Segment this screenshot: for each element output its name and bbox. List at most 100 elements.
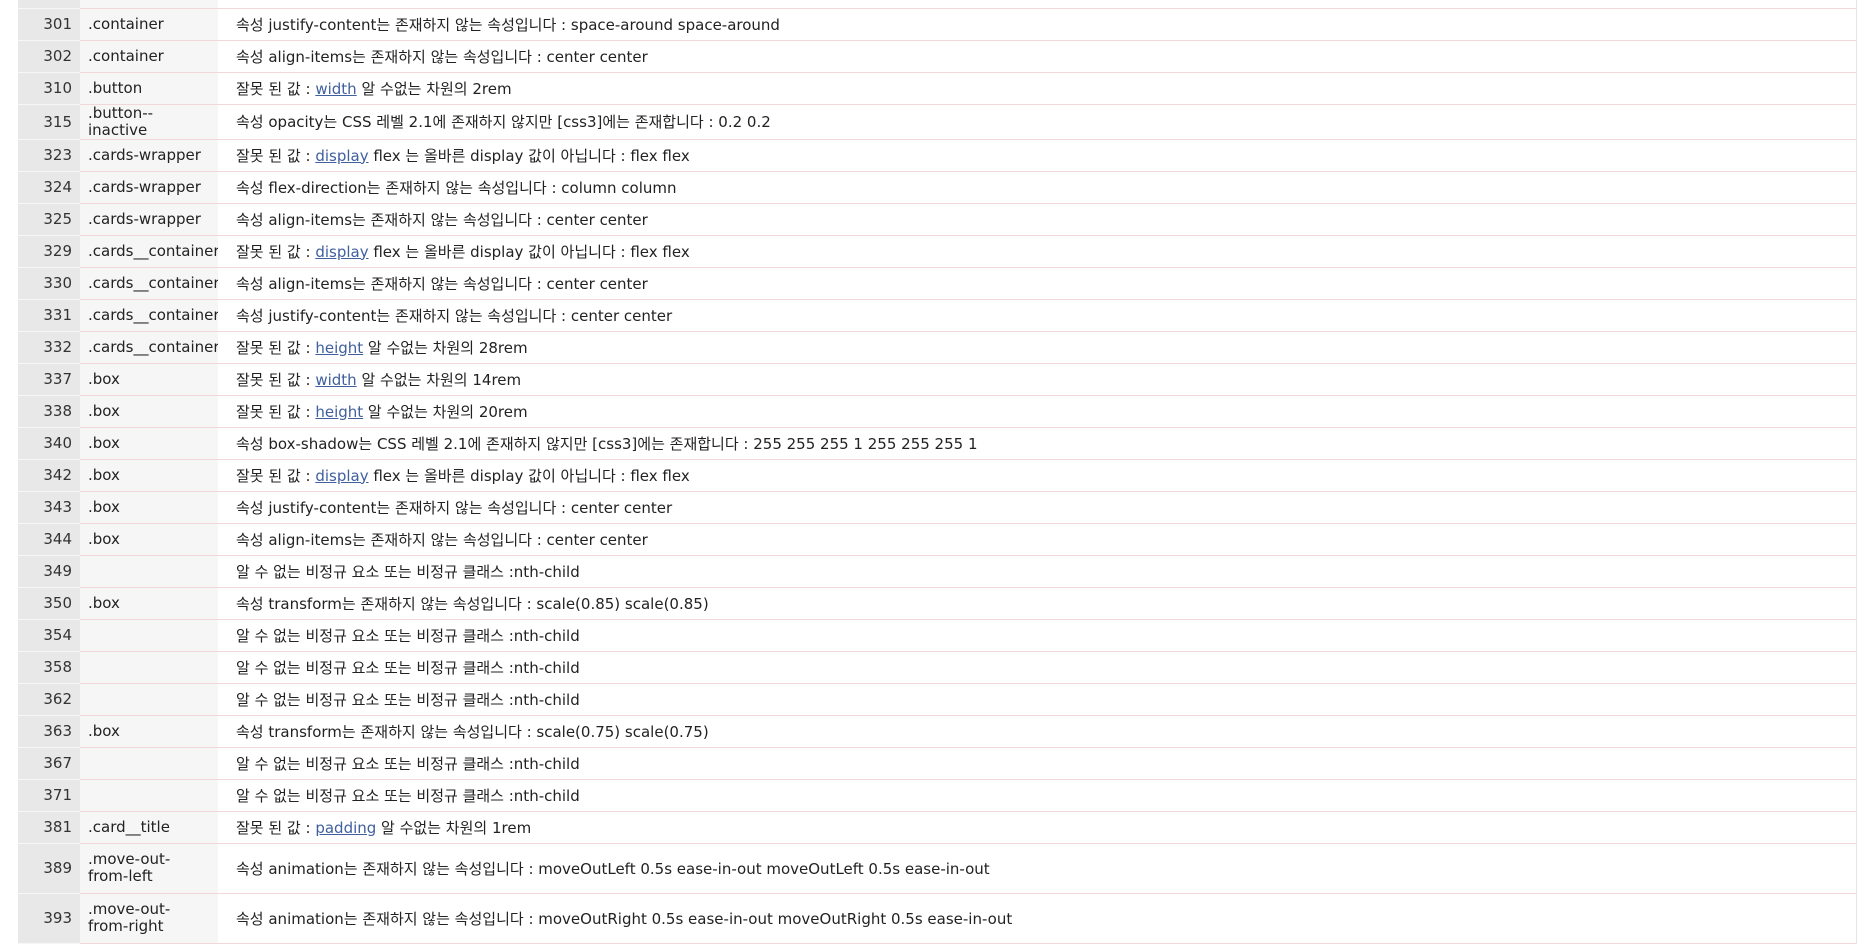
- message-text-suffix: 알 수없는 차원의 2rem: [356, 79, 512, 98]
- message-text: 잘못 된 값 :: [236, 370, 316, 389]
- message-text-suffix: 알 수없는 차원의 28rem: [363, 338, 528, 357]
- table-row: 325 .cards-wrapper 속성 align-items는 존재하지 않는…: [18, 203, 1856, 236]
- error-message: 알 수 없는 비정규 요소 또는 비정규 클래스 :nth-child: [218, 747, 1856, 780]
- error-message: 속성 align-items는 존재하지 않는 속성입니다 : center c…: [218, 203, 1856, 236]
- table-row: 393 .move-out-from-right 속성 animation는 존재하…: [18, 893, 1856, 944]
- context-selector: .cards-wrapper: [80, 203, 218, 236]
- table-row: 301 .container 속성 justify-content는 존재하지 않는…: [18, 8, 1856, 41]
- line-number: 362: [18, 683, 80, 716]
- line-number: 302: [18, 40, 80, 73]
- message-text-suffix: 알 수없는 차원의 20rem: [363, 402, 528, 421]
- table-row: 329 .cards__container 잘못 된 값 : display fle…: [18, 235, 1856, 268]
- property-link[interactable]: display: [315, 146, 369, 165]
- property-link[interactable]: width: [315, 370, 357, 389]
- context-selector: .cards__container: [80, 267, 218, 300]
- error-message: 속성 justify-content는 존재하지 않는 속성입니다 : cent…: [218, 299, 1856, 332]
- context-selector: .button--inactive: [80, 104, 218, 140]
- line-number: 329: [18, 235, 80, 268]
- line-number: 371: [18, 779, 80, 812]
- line-number: 389: [18, 843, 80, 894]
- table-row: 367 알 수 없는 비정규 요소 또는 비정규 클래스 :nth-child: [18, 747, 1856, 780]
- property-link[interactable]: padding: [315, 818, 377, 837]
- table-row: 349 알 수 없는 비정규 요소 또는 비정규 클래스 :nth-child: [18, 555, 1856, 588]
- error-message: 잘못 된 값 : width 알 수없는 차원의 14rem: [218, 363, 1856, 396]
- error-message: 속성 align-items는 존재하지 않는 속성입니다 : center c…: [218, 523, 1856, 556]
- line-number: 301: [18, 8, 80, 41]
- message-text: 잘못 된 값 :: [236, 338, 316, 357]
- message-text: 속성 box-shadow는 CSS 레벨 2.1에 존재하지 않지만 [css…: [236, 434, 978, 453]
- context-selector: [80, 651, 218, 684]
- property-link[interactable]: height: [315, 338, 364, 357]
- line-number: 337: [18, 363, 80, 396]
- line-number: 349: [18, 555, 80, 588]
- table-row: 315 .button--inactive 속성 opacity는 CSS 레벨 2…: [18, 104, 1856, 140]
- error-message: 잘못 된 값 : display flex 는 올바른 display 값이 아…: [218, 459, 1856, 492]
- message-text-suffix: flex 는 올바른 display 값이 아닙니다 : flex flex: [368, 146, 690, 165]
- line-number: 324: [18, 171, 80, 204]
- error-message: 속성 transform는 존재하지 않는 속성입니다 : scale(0.85…: [218, 587, 1856, 620]
- error-message: 잘못 된 값 : height 알 수없는 차원의 28rem: [218, 331, 1856, 364]
- table-row: 354 알 수 없는 비정규 요소 또는 비정규 클래스 :nth-child: [18, 619, 1856, 652]
- error-message: 알 수 없는 비정규 요소 또는 비정규 클래스 :nth-child: [218, 651, 1856, 684]
- message-text: 알 수 없는 비정규 요소 또는 비정규 클래스 :nth-child: [236, 658, 580, 677]
- message-text: 속성 justify-content는 존재하지 않는 속성입니다 : spac…: [236, 15, 780, 34]
- message-text: 알 수 없는 비정규 요소 또는 비정규 클래스 :nth-child: [236, 626, 580, 645]
- error-message: 속성 box-shadow는 CSS 레벨 2.1에 존재하지 않지만 [css…: [218, 427, 1856, 460]
- error-message: 잘못 된 값 : height 알 수없는 차원의 20rem: [218, 395, 1856, 428]
- table-row: 323 .cards-wrapper 잘못 된 값 : display flex 는…: [18, 139, 1856, 172]
- table-row: 340 .box 속성 box-shadow는 CSS 레벨 2.1에 존재하지 않…: [18, 427, 1856, 460]
- context-selector: .container: [80, 40, 218, 73]
- line-number: [18, 0, 80, 9]
- message-text: 알 수 없는 비정규 요소 또는 비정규 클래스 :nth-child: [236, 786, 580, 805]
- table-row: 310 .button 잘못 된 값 : width 알 수없는 차원의 2rem: [18, 72, 1856, 105]
- line-number: 338: [18, 395, 80, 428]
- message-text-suffix: flex 는 올바른 display 값이 아닙니다 : flex flex: [368, 242, 690, 261]
- context-selector: .cards__container: [80, 299, 218, 332]
- message-text: 속성 animation는 존재하지 않는 속성입니다 : moveOutLef…: [236, 859, 990, 878]
- context-selector: .card__title: [80, 811, 218, 844]
- line-number: 342: [18, 459, 80, 492]
- table-row: 338 .box 잘못 된 값 : height 알 수없는 차원의 20rem: [18, 395, 1856, 428]
- message-text: 잘못 된 값 :: [236, 818, 316, 837]
- table-row: 332 .cards__container 잘못 된 값 : height 알 수없…: [18, 331, 1856, 364]
- message-text: 잘못 된 값 :: [236, 146, 316, 165]
- table-row: 344 .box 속성 align-items는 존재하지 않는 속성입니다 : c…: [18, 523, 1856, 556]
- line-number: 331: [18, 299, 80, 332]
- table-row: 324 .cards-wrapper 속성 flex-direction는 존재하지…: [18, 171, 1856, 204]
- table-row: 389 .move-out-from-left 속성 animation는 존재하지…: [18, 843, 1856, 894]
- property-link[interactable]: display: [315, 466, 369, 485]
- message-text: 잘못 된 값 :: [236, 466, 316, 485]
- message-text-suffix: flex 는 올바른 display 값이 아닙니다 : flex flex: [368, 466, 690, 485]
- line-number: 354: [18, 619, 80, 652]
- error-message: 잘못 된 값 : width 알 수없는 차원의 2rem: [218, 72, 1856, 105]
- error-message: 알 수 없는 비정규 요소 또는 비정규 클래스 :nth-child: [218, 555, 1856, 588]
- line-number: 310: [18, 72, 80, 105]
- line-number: 358: [18, 651, 80, 684]
- table-row: 363 .box 속성 transform는 존재하지 않는 속성입니다 : sca…: [18, 715, 1856, 748]
- error-message: 속성 opacity는 CSS 레벨 2.1에 존재하지 않지만 [css3]에…: [218, 104, 1856, 140]
- message-text: 알 수 없는 비정규 요소 또는 비정규 클래스 :nth-child: [236, 754, 580, 773]
- property-link[interactable]: display: [315, 242, 369, 261]
- error-message: 속성 justify-content는 존재하지 않는 속성입니다 : spac…: [218, 8, 1856, 41]
- line-number: 332: [18, 331, 80, 364]
- context-selector: .cards-wrapper: [80, 171, 218, 204]
- property-link[interactable]: width: [315, 79, 357, 98]
- context-selector: .box: [80, 715, 218, 748]
- error-message: 잘못 된 값 : padding 알 수없는 차원의 1rem: [218, 811, 1856, 844]
- property-link[interactable]: height: [315, 402, 364, 421]
- context-selector: .cards__container: [80, 331, 218, 364]
- context-selector: .box: [80, 491, 218, 524]
- message-text: 속성 align-items는 존재하지 않는 속성입니다 : center c…: [236, 274, 648, 293]
- line-number: 393: [18, 893, 80, 944]
- message-text: 잘못 된 값 :: [236, 79, 316, 98]
- table-row: 371 알 수 없는 비정규 요소 또는 비정규 클래스 :nth-child: [18, 779, 1856, 812]
- message-text: 잘못 된 값 :: [236, 242, 316, 261]
- table-row: 381 .card__title 잘못 된 값 : padding 알 수없는 차원…: [18, 811, 1856, 844]
- line-number: 367: [18, 747, 80, 780]
- line-number: 325: [18, 203, 80, 236]
- context-selector: [80, 779, 218, 812]
- table-row: [18, 0, 1856, 9]
- error-message: 속성 animation는 존재하지 않는 속성입니다 : moveOutRig…: [218, 893, 1856, 944]
- table-row: 343 .box 속성 justify-content는 존재하지 않는 속성입니다…: [18, 491, 1856, 524]
- context-selector: .container: [80, 8, 218, 41]
